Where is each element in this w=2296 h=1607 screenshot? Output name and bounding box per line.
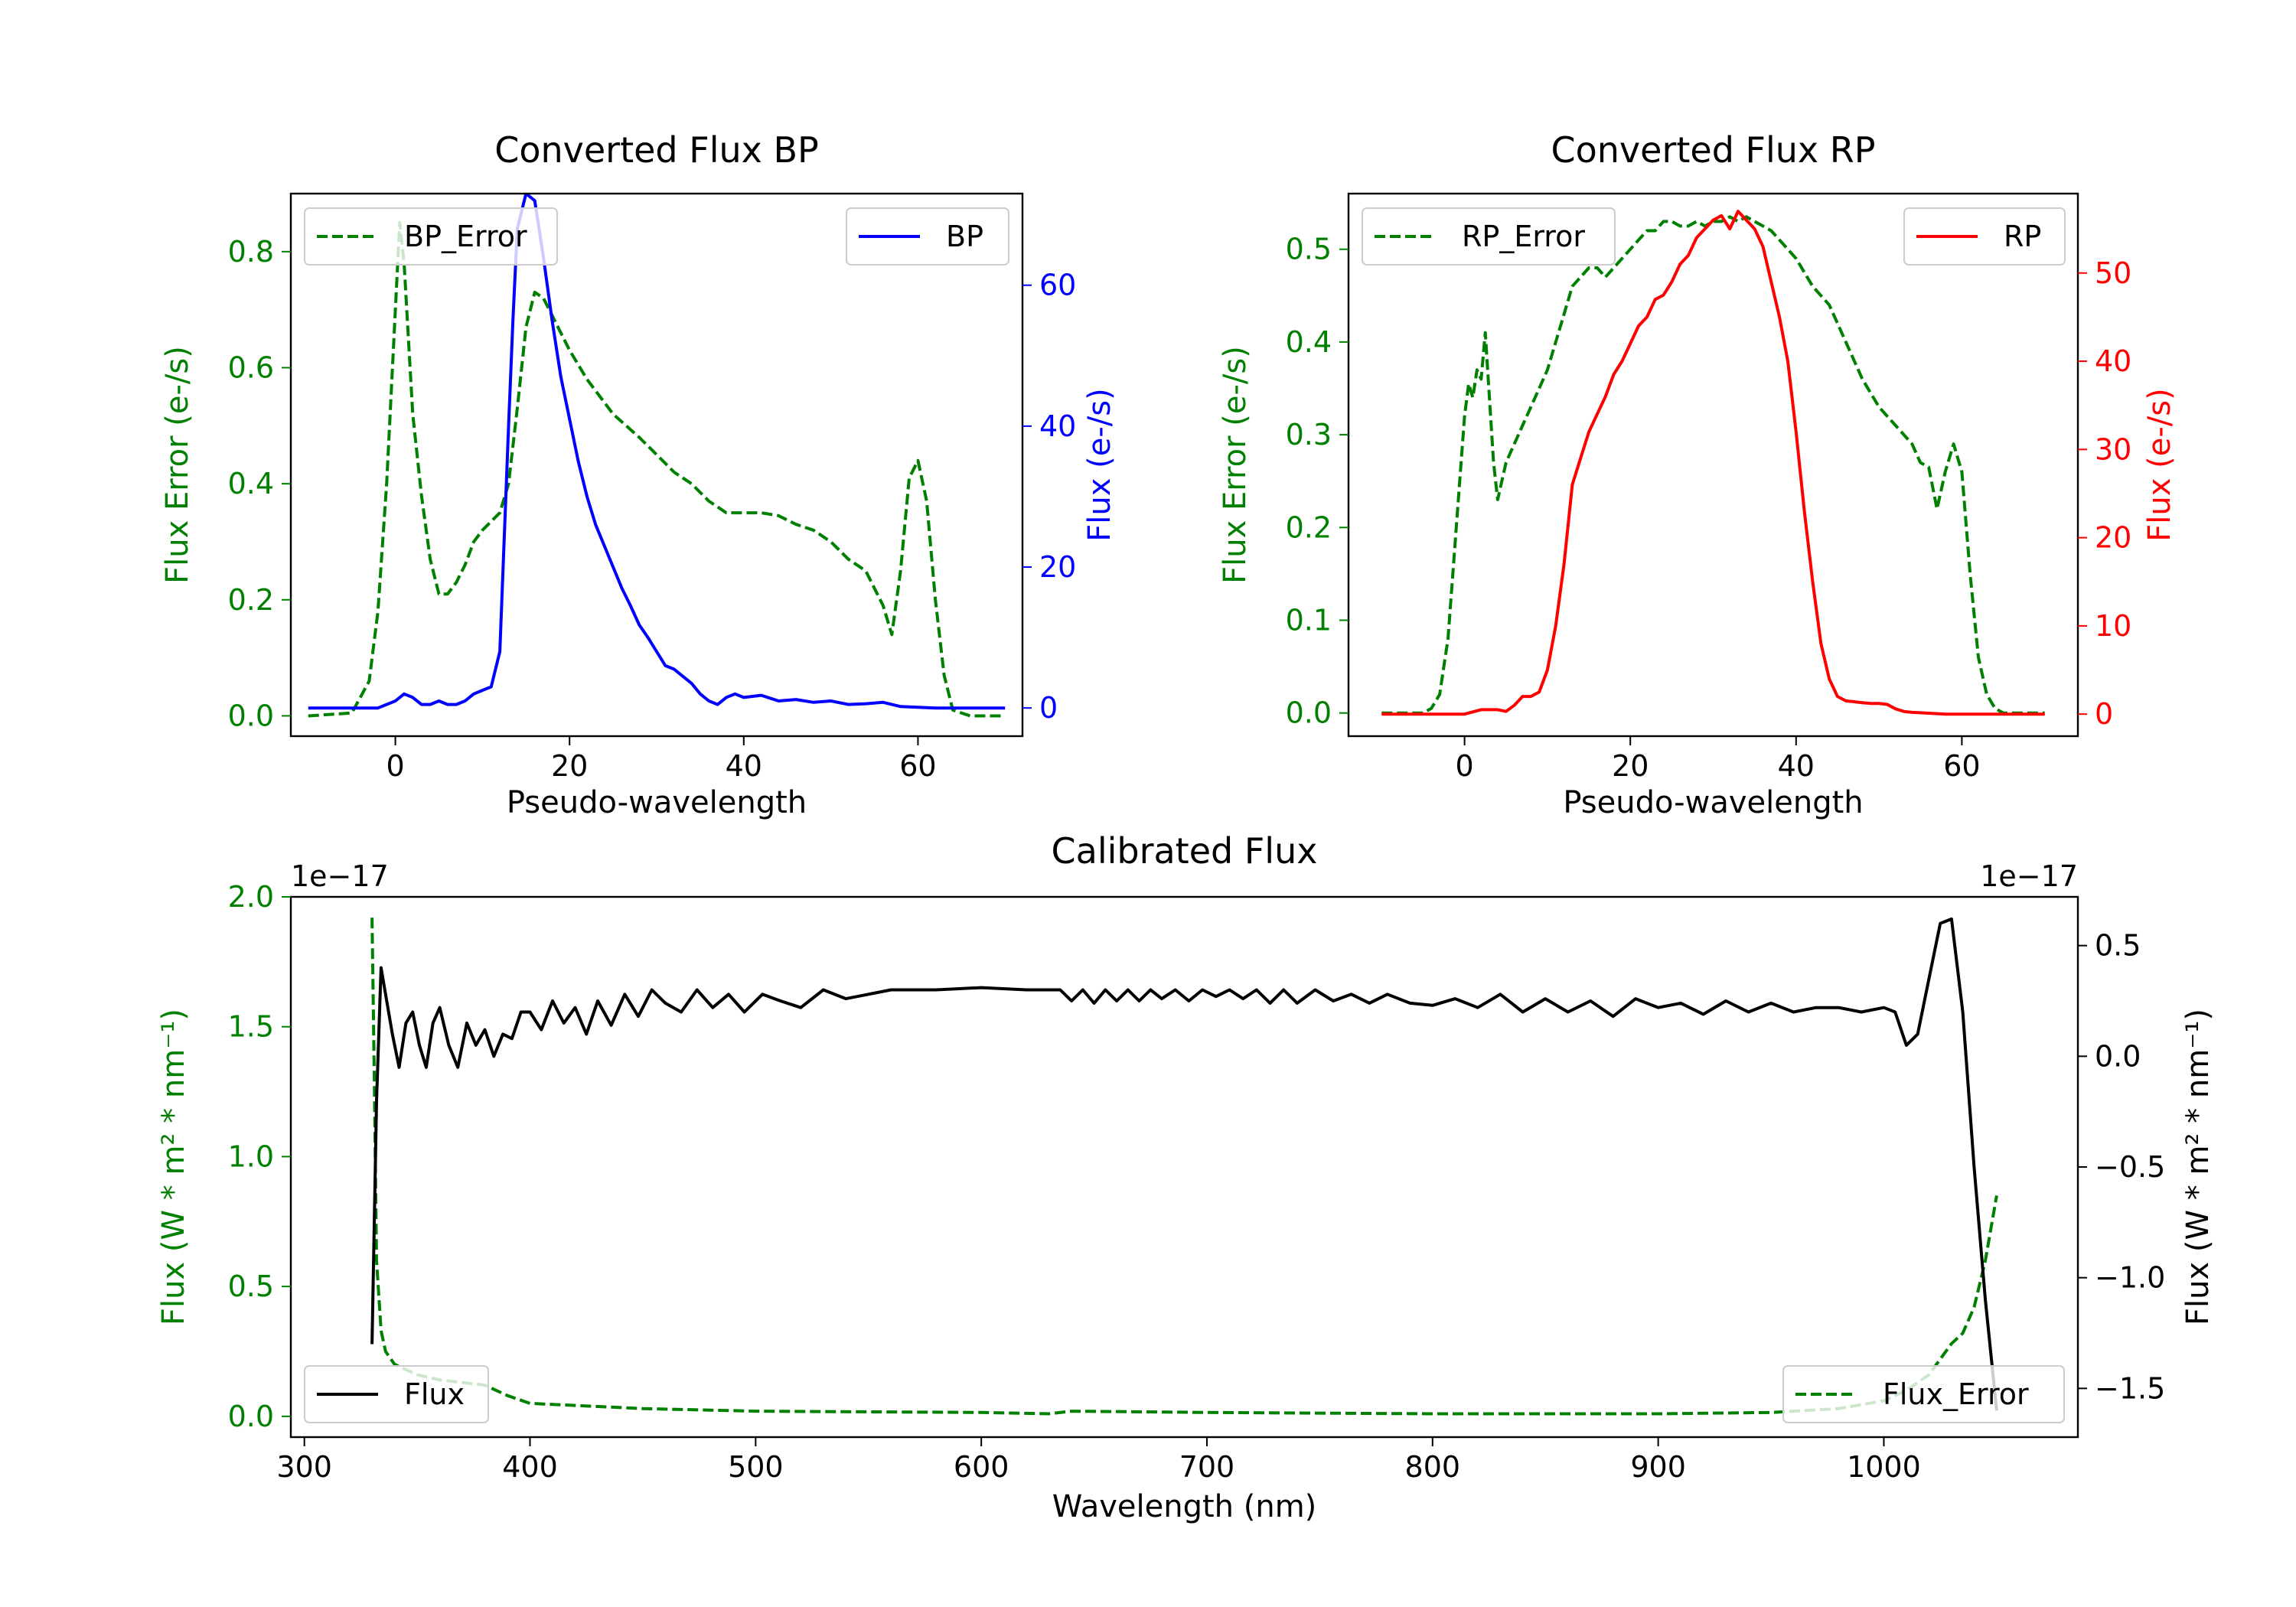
bp-xtick-label: 40	[726, 749, 762, 783]
cal-ytick-left-label: 0.5	[228, 1270, 274, 1303]
rp-ytick-left-label: 0.5	[1286, 233, 1332, 266]
cal-legend-label: Flux	[404, 1377, 465, 1411]
rp-legend-box	[1362, 207, 1616, 266]
cal-series-flux	[370, 917, 1998, 1411]
rp-axes-frame	[1347, 192, 2079, 738]
rp-ytick-right-label: 0	[2095, 697, 2113, 731]
bp-legend-right: BP	[846, 207, 1009, 266]
bp-ytick-right-label: 40	[1039, 409, 1076, 443]
bp-xtick-label: 0	[386, 749, 404, 783]
bp-ytick-right-label: 0	[1039, 691, 1058, 725]
cal-title: Calibrated Flux	[1052, 830, 1318, 872]
cal-xtick-label: 1000	[1847, 1450, 1921, 1484]
bp-title: Converted Flux BP	[494, 129, 819, 171]
bp-legend-box	[304, 207, 558, 266]
rp-ytick-left-label: 0.3	[1286, 418, 1332, 451]
bp-ytick-right-label: 60	[1039, 269, 1076, 302]
rp-xtick-label: 40	[1778, 749, 1815, 783]
rp-xtick-label: 20	[1612, 749, 1649, 783]
rp-ytick-left-label: 0.2	[1286, 510, 1332, 544]
cal-legend-right: Flux_Error	[1782, 1365, 2065, 1423]
bp-xtick-label: 20	[551, 749, 588, 783]
cal-ytick-left-label: 0.0	[228, 1400, 274, 1433]
cal-ytick-right-label: −1.5	[2095, 1371, 2165, 1405]
cal-xtick-label: 600	[954, 1450, 1009, 1484]
cal-chart: 300 400 500 600 700 800 900 1000 0.0 0.5 1.0 1.5 2.0…	[156, 830, 2216, 1524]
rp-series-rp-error	[1381, 215, 2045, 715]
rp-ytick-right-label: 50	[2095, 256, 2131, 290]
rp-ytick-right-label: 40	[2095, 344, 2131, 378]
cal-xtick-label: 700	[1179, 1450, 1235, 1484]
cal-xtick-label: 500	[728, 1450, 784, 1484]
bp-legend-label: BP_Error	[404, 220, 527, 253]
bp-y-axis-label-left: Flux Error (e-/s)	[160, 346, 195, 584]
cal-legend-box	[304, 1365, 489, 1423]
bp-legend-left: BP_Error	[304, 207, 558, 266]
rp-ytick-left-label: 0.1	[1286, 604, 1332, 637]
bp-chart: 0 20 40 60 0.0 0.2 0.4 0.6 0.8 0 20 40 60 Converted F…	[160, 129, 1117, 820]
cal-offset-left: 1e−17	[291, 859, 389, 893]
cal-ytick-right-label: −1.0	[2095, 1261, 2165, 1295]
bp-ytick-left-label: 0.4	[228, 467, 274, 500]
bp-ytick-left-label: 0.0	[228, 699, 274, 732]
cal-y-axis-label-right: Flux (W * m² * nm⁻¹)	[2180, 1009, 2216, 1325]
rp-y-axis-label-right: Flux (e-/s)	[2142, 388, 2177, 541]
rp-legend-box	[1903, 207, 2066, 266]
cal-x-axis-label: Wavelength (nm)	[1052, 1489, 1317, 1524]
rp-chart: 0 20 40 60 0.0 0.1 0.2 0.3 0.4 0.5 0 10 20 30 40 50 Conv…	[1218, 129, 2177, 820]
bp-xtick-label: 60	[899, 749, 936, 783]
rp-series-rp	[1381, 210, 2045, 716]
cal-ytick-left-label: 1.5	[228, 1010, 274, 1044]
rp-ytick-left-label: 0.0	[1286, 696, 1332, 730]
cal-xtick-label: 300	[276, 1450, 332, 1484]
bp-legend-box	[846, 207, 1009, 266]
rp-ytick-right-label: 20	[2095, 521, 2131, 555]
cal-legend-label: Flux_Error	[1883, 1377, 2029, 1411]
cal-ytick-right-label: 0.0	[2095, 1039, 2141, 1073]
bp-ytick-right-label: 20	[1039, 550, 1076, 584]
bp-series-bp	[308, 194, 1006, 710]
cal-xtick-label: 400	[502, 1450, 558, 1484]
bp-ytick-left-label: 0.6	[228, 350, 274, 384]
bp-series-bp-error	[308, 220, 1006, 718]
rp-ytick-right-label: 30	[2095, 432, 2131, 466]
cal-xtick-label: 800	[1405, 1450, 1461, 1484]
cal-legend-left: Flux	[304, 1365, 489, 1423]
rp-ytick-right-label: 10	[2095, 609, 2131, 643]
rp-title: Converted Flux RP	[1551, 129, 1876, 171]
rp-series-group	[1381, 210, 2045, 716]
cal-xtick-label: 900	[1630, 1450, 1686, 1484]
cal-ytick-right-label: −0.5	[2095, 1150, 2165, 1184]
cal-ytick-left-label: 1.0	[228, 1139, 274, 1173]
rp-x-axis-label: Pseudo-wavelength	[1563, 785, 1863, 820]
rp-xtick-label: 60	[1943, 749, 1980, 783]
cal-y-axis-label-left: Flux (W * m² * nm⁻¹)	[156, 1009, 191, 1325]
bp-legend-label: BP	[946, 220, 983, 253]
bp-ytick-left-label: 0.2	[228, 583, 274, 617]
cal-ytick-left-label: 2.0	[228, 880, 274, 914]
bp-y-axis-label-right: Flux (e-/s)	[1082, 388, 1117, 541]
cal-ytick-right-label: 0.5	[2095, 929, 2141, 963]
rp-xtick-label: 0	[1456, 749, 1474, 783]
bp-series-group	[308, 194, 1006, 718]
bp-x-axis-label: Pseudo-wavelength	[507, 785, 807, 820]
rp-legend-label: RP	[2004, 220, 2041, 253]
rp-legend-label: RP_Error	[1462, 220, 1585, 253]
bp-ytick-left-label: 0.8	[228, 235, 274, 269]
cal-legend-box	[1782, 1365, 2065, 1423]
cal-offset-right: 1e−17	[1980, 859, 2078, 893]
rp-legend-right: RP	[1903, 207, 2066, 266]
bp-axes-frame	[289, 192, 1024, 738]
rp-ytick-left-label: 0.4	[1286, 325, 1332, 359]
rp-legend-left: RP_Error	[1362, 207, 1616, 266]
rp-y-axis-label-left: Flux Error (e-/s)	[1218, 346, 1253, 584]
